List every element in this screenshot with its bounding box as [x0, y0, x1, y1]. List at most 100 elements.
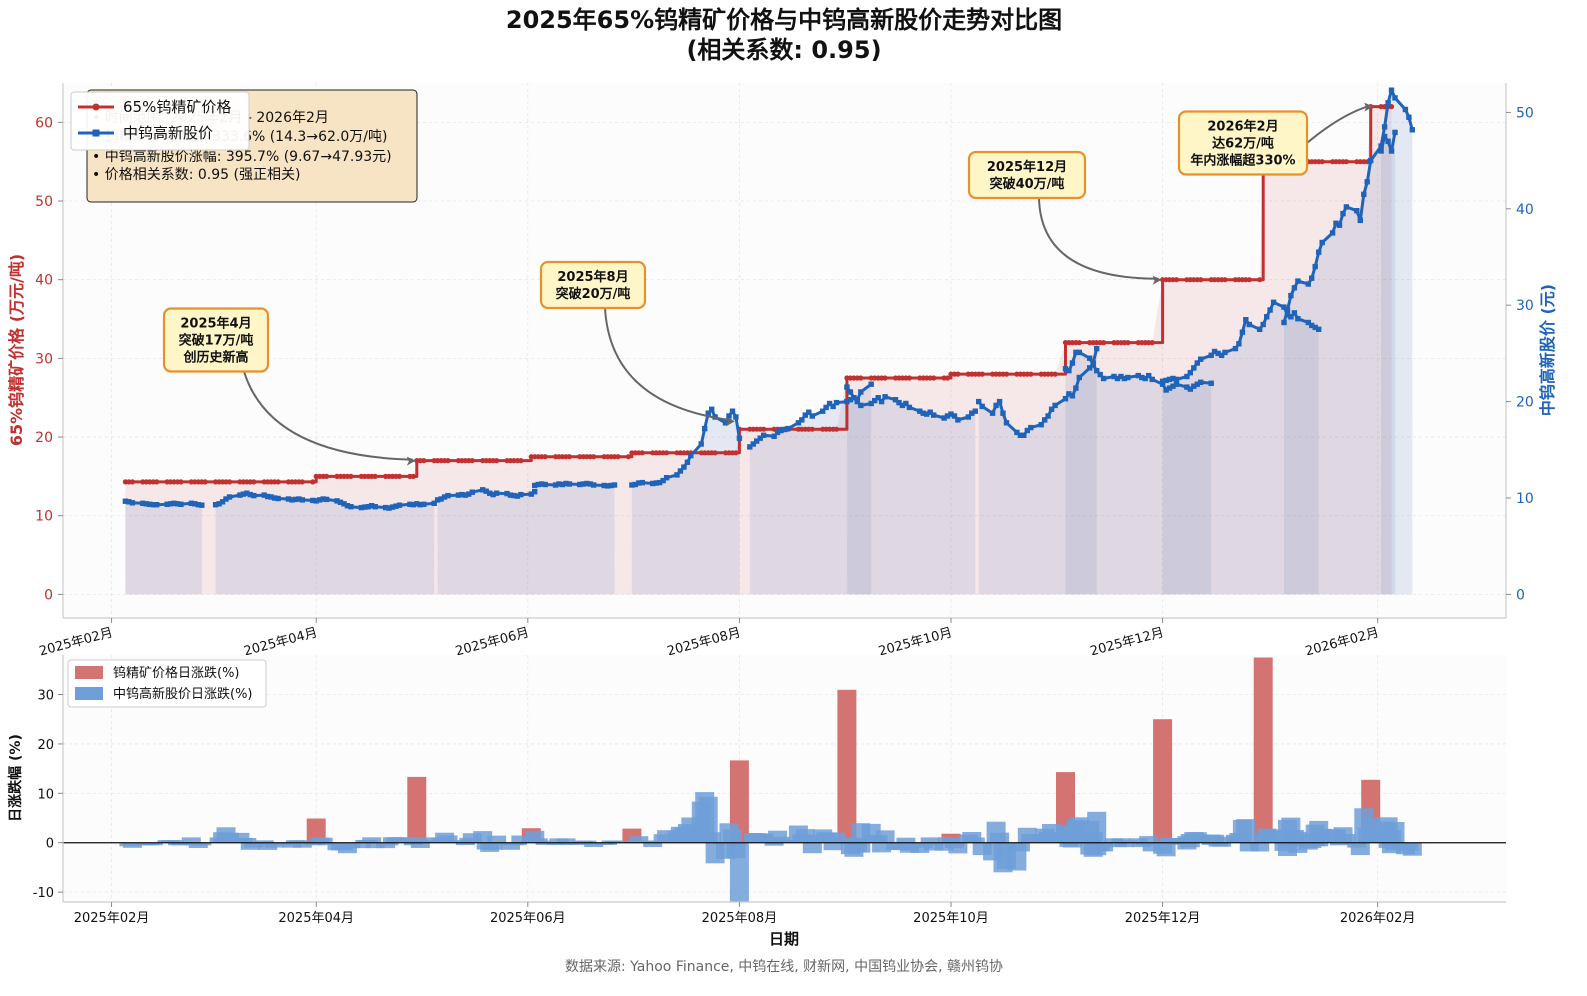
- stock-point: [410, 502, 416, 508]
- annotation-text: 达62万/吨: [1212, 136, 1274, 152]
- stock-point: [584, 480, 590, 487]
- stock-point: [587, 481, 593, 487]
- top-x-tick-label: 2025年06月: [454, 625, 531, 659]
- ore-point: [1076, 340, 1082, 346]
- ore-point: [299, 479, 305, 485]
- stock-change-bar: [1239, 842, 1259, 852]
- stock-change-bar: [764, 842, 784, 846]
- ore-point: [154, 479, 160, 485]
- bottom-x-tick-label: 2026年02月: [1340, 911, 1416, 926]
- top-legend: 65%钨精矿价格 中钨高新股价: [70, 91, 250, 151]
- ore-change-bar: [729, 760, 749, 843]
- stock-change-bar: [802, 842, 822, 854]
- annotation-text: 2026年2月: [1207, 119, 1278, 135]
- stock-point: [310, 497, 316, 504]
- stock-fill-area: [534, 483, 615, 595]
- stock-point: [1042, 417, 1048, 423]
- annotation-box: [1177, 110, 1309, 176]
- left-y-tick-label: 40: [35, 273, 53, 289]
- stock-point: [1378, 148, 1384, 154]
- stock-change-bar: [528, 838, 548, 843]
- ore-point: [809, 426, 815, 432]
- ore-point: [421, 458, 427, 464]
- stock-point: [844, 398, 850, 405]
- ore-change-bar: [1253, 657, 1273, 843]
- stock-change-bar: [501, 842, 520, 850]
- stock-point: [504, 490, 510, 497]
- stock-point: [143, 501, 149, 507]
- ore-change-bar: [1153, 719, 1173, 843]
- stock-change-bar: [410, 842, 430, 848]
- stock-point: [1312, 263, 1318, 270]
- top-x-tick-label: 2025年08月: [665, 625, 742, 659]
- right-y-tick-label: 10: [1516, 491, 1534, 507]
- stock-point: [1385, 100, 1391, 106]
- stock-point: [1114, 375, 1121, 382]
- stock-point: [490, 491, 496, 498]
- stock-point: [847, 397, 854, 403]
- stock-point: [1329, 230, 1336, 236]
- stock-point: [774, 429, 781, 436]
- stock-point: [268, 494, 274, 500]
- stock-point: [1381, 133, 1388, 140]
- left-y-tick-label: 30: [35, 351, 53, 367]
- stock-point: [171, 500, 177, 506]
- ore-point: [445, 458, 451, 464]
- ore-point: [625, 454, 632, 460]
- stock-point: [868, 400, 874, 407]
- stock-point: [1222, 349, 1228, 356]
- stock-point: [455, 492, 462, 498]
- legend-stock-marker: [92, 129, 100, 137]
- stock-point: [969, 410, 975, 416]
- top-legend-box: [70, 91, 250, 151]
- stock-point: [799, 417, 805, 423]
- stock-point: [487, 490, 493, 496]
- stock-point: [684, 459, 691, 465]
- ore-point: [931, 375, 937, 381]
- stock-point: [601, 482, 607, 489]
- legend-stock-bar-label: 中钨高新股价日涨跌(%): [113, 686, 253, 702]
- ore-point: [1052, 371, 1058, 377]
- stock-point: [1305, 319, 1311, 326]
- ore-point: [1198, 277, 1204, 283]
- stock-point: [632, 481, 638, 488]
- stock-point: [244, 490, 250, 496]
- stock-change-bar: [1309, 842, 1329, 847]
- stock-change-bar: [962, 832, 982, 843]
- annotation-arrow: [243, 371, 413, 461]
- stock-point: [1191, 383, 1197, 389]
- stock-change-bar: [559, 842, 579, 845]
- stock-point: [580, 481, 586, 487]
- stock-change-bar: [1298, 842, 1318, 848]
- bottom-x-axis-label: 日期: [769, 930, 799, 948]
- stock-point: [289, 497, 295, 503]
- ore-point: [178, 479, 184, 485]
- stock-point: [1319, 239, 1325, 246]
- stock-point: [1184, 384, 1190, 390]
- top-x-tick-label: 2025年04月: [242, 625, 319, 659]
- stock-point: [681, 464, 687, 470]
- stock-point: [1295, 316, 1301, 322]
- stock-point: [1173, 381, 1180, 387]
- annotation-arrowhead: [1152, 275, 1162, 285]
- stock-point: [542, 481, 548, 488]
- bottom-x-tick-label: 2025年06月: [490, 911, 566, 926]
- stock-point: [1159, 378, 1166, 384]
- ore-point: [1149, 340, 1155, 346]
- stock-change-bar: [390, 837, 409, 843]
- stock-point: [989, 410, 996, 416]
- stock-point: [320, 496, 326, 502]
- stock-point: [1232, 345, 1239, 352]
- stock-change-bar: [230, 832, 250, 843]
- stock-change-bar: [948, 842, 968, 854]
- stock-point: [1267, 307, 1273, 313]
- stock-point: [1361, 191, 1367, 197]
- stock-point: [1087, 355, 1093, 361]
- stock-point: [1312, 324, 1318, 331]
- stock-point: [875, 395, 881, 401]
- stock-point: [219, 499, 226, 505]
- stock-point: [178, 501, 184, 507]
- stock-point: [733, 414, 739, 420]
- stock-point: [656, 479, 663, 486]
